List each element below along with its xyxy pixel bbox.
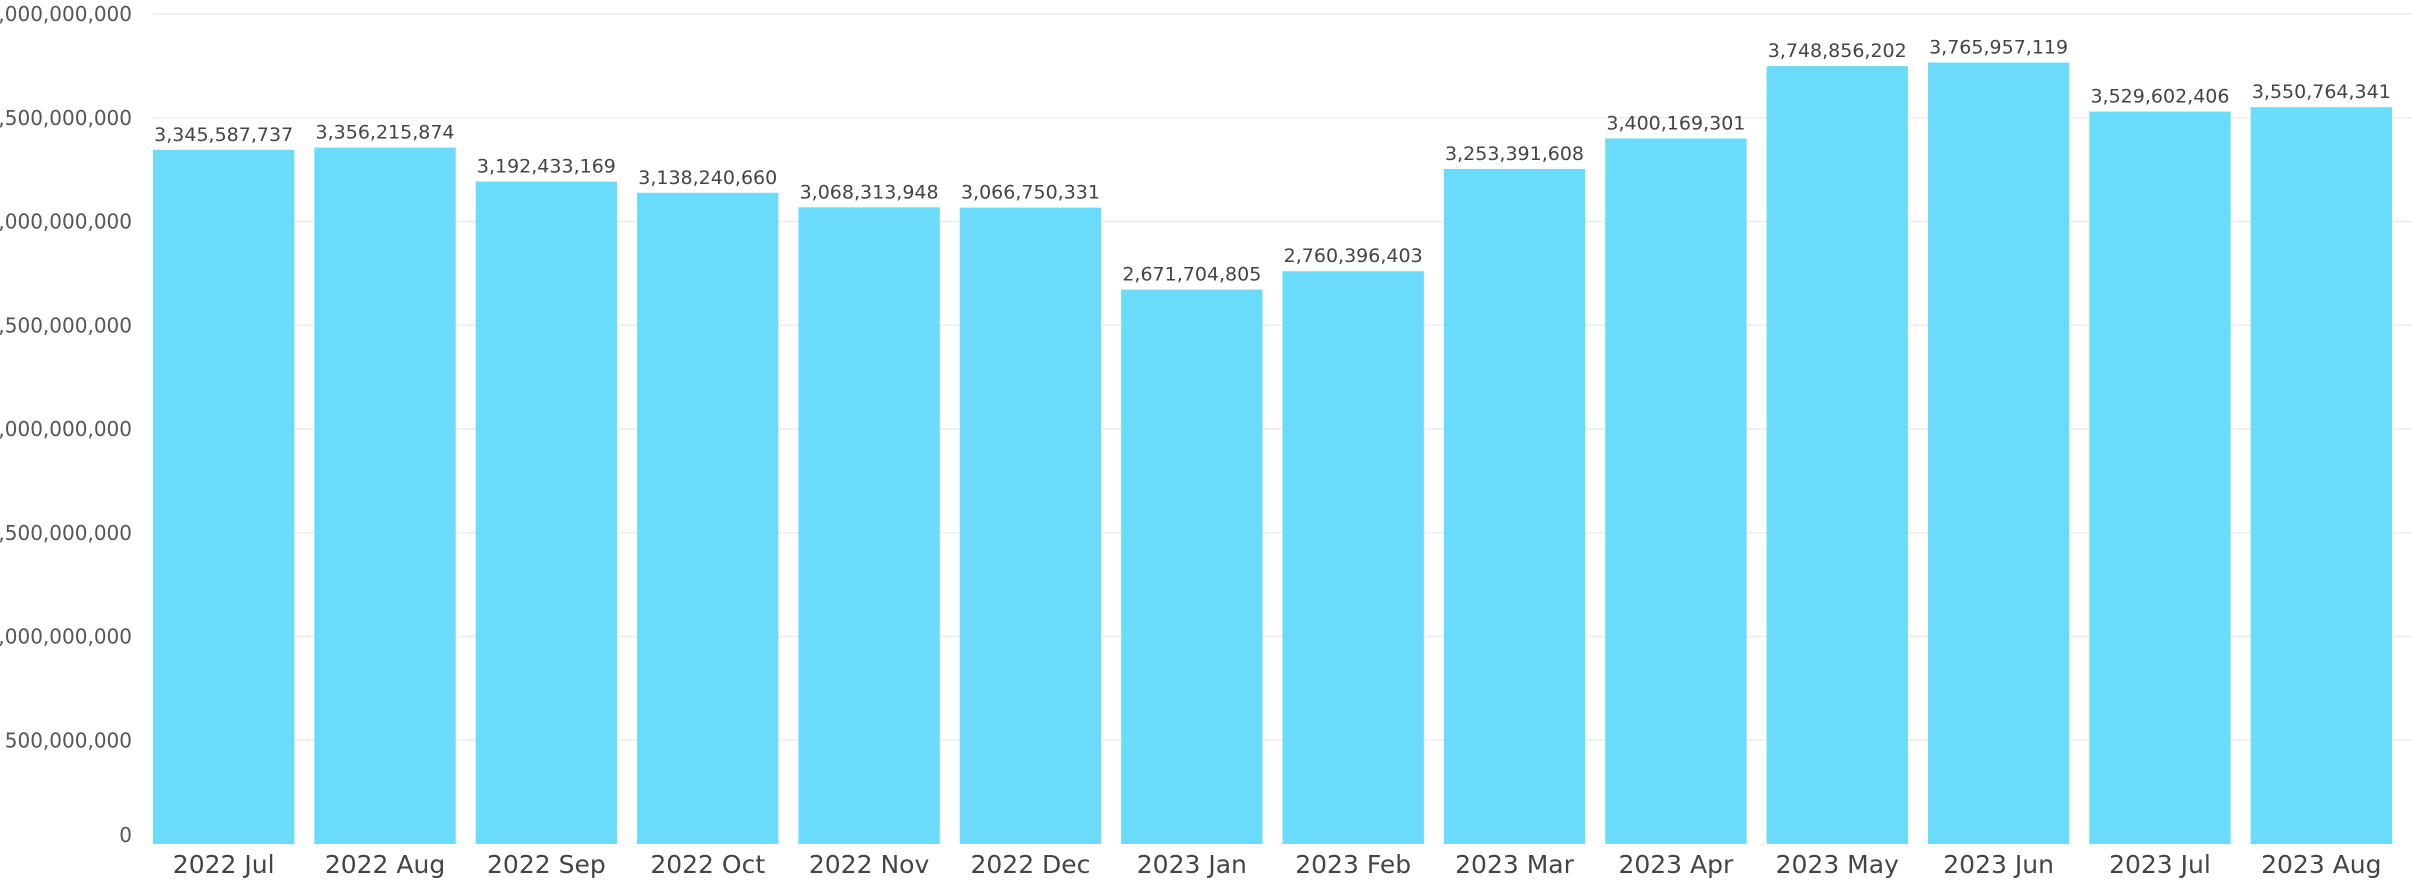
y-tick-label: 3,500,000,000: [0, 106, 132, 130]
x-tick-label: 2023 May: [1776, 850, 1899, 879]
y-tick-label: 0: [119, 823, 132, 847]
bar: [637, 192, 779, 844]
bar: [1282, 271, 1424, 844]
x-tick-label: 2022 Dec: [970, 850, 1090, 879]
x-tick-label: 2022 Aug: [325, 850, 445, 879]
bar: [2089, 111, 2231, 845]
bar-value-label: 3,748,856,202: [1768, 40, 1907, 62]
bar-value-label: 3,138,240,660: [638, 167, 777, 189]
y-tick-label: 2,000,000,000: [0, 417, 132, 441]
y-tick-label: 1,500,000,000: [0, 521, 132, 545]
bar: [2250, 107, 2392, 844]
x-tick-label: 2022 Nov: [809, 850, 930, 879]
x-tick-label: 2023 Apr: [1618, 850, 1734, 879]
bar-value-label: 3,192,433,169: [477, 156, 616, 178]
bar-value-label: 3,550,764,341: [2252, 81, 2391, 103]
bar: [1605, 138, 1747, 845]
bar: [1766, 66, 1908, 845]
x-tick-label: 2023 Mar: [1455, 850, 1574, 879]
bar-value-label: 3,400,169,301: [1606, 112, 1745, 134]
y-tick-label: 500,000,000: [5, 728, 132, 752]
bar: [1121, 289, 1263, 845]
bar-value-label: 3,529,602,406: [2090, 86, 2229, 108]
y-tick-label: 3,000,000,000: [0, 210, 132, 234]
x-tick-label: 2022 Jul: [173, 850, 275, 879]
y-tick-label: 1,000,000,000: [0, 625, 132, 649]
y-tick-label: 2,500,000,000: [0, 313, 132, 337]
bar: [314, 147, 456, 844]
bar: [1927, 62, 2070, 844]
bar: [475, 181, 618, 844]
x-tick-label: 2023 Jun: [1943, 850, 2054, 879]
bar: [153, 149, 295, 845]
bar: [798, 207, 940, 845]
data-labels: 3,345,587,737 3,356,215,874 3,192,433,169 3…: [154, 37, 2391, 286]
bar-value-label: 3,253,391,608: [1445, 143, 1584, 165]
bar: [1443, 168, 1586, 844]
x-tick-label: 2023 Feb: [1295, 850, 1411, 879]
x-axis: 2022 Jul 2022 Aug 2022 Sep 2022 Oct 2022 Nov…: [173, 850, 2382, 879]
bar: [959, 207, 1102, 845]
bar-value-label: 3,345,587,737: [154, 124, 293, 146]
bar-value-label: 2,760,396,403: [1284, 245, 1423, 267]
y-tick-label: 4,000,000,000: [0, 2, 132, 26]
x-tick-label: 2023 Jan: [1137, 850, 1247, 879]
bar-value-label: 2,671,704,805: [1122, 264, 1261, 286]
x-tick-label: 2023 Aug: [2261, 850, 2381, 879]
bar-value-label: 3,356,215,874: [316, 122, 455, 144]
x-tick-label: 2022 Oct: [650, 850, 765, 879]
x-tick-label: 2022 Sep: [487, 850, 606, 879]
bars: [153, 62, 2392, 845]
bar-value-label: 3,765,957,119: [1929, 37, 2068, 59]
bar-value-label: 3,068,313,948: [800, 181, 939, 203]
bar-value-label: 3,066,750,331: [961, 182, 1100, 204]
y-axis: 0 500,000,000 1,000,000,000 1,500,000,000 2,…: [0, 2, 132, 847]
x-tick-label: 2023 Jul: [2109, 850, 2211, 879]
